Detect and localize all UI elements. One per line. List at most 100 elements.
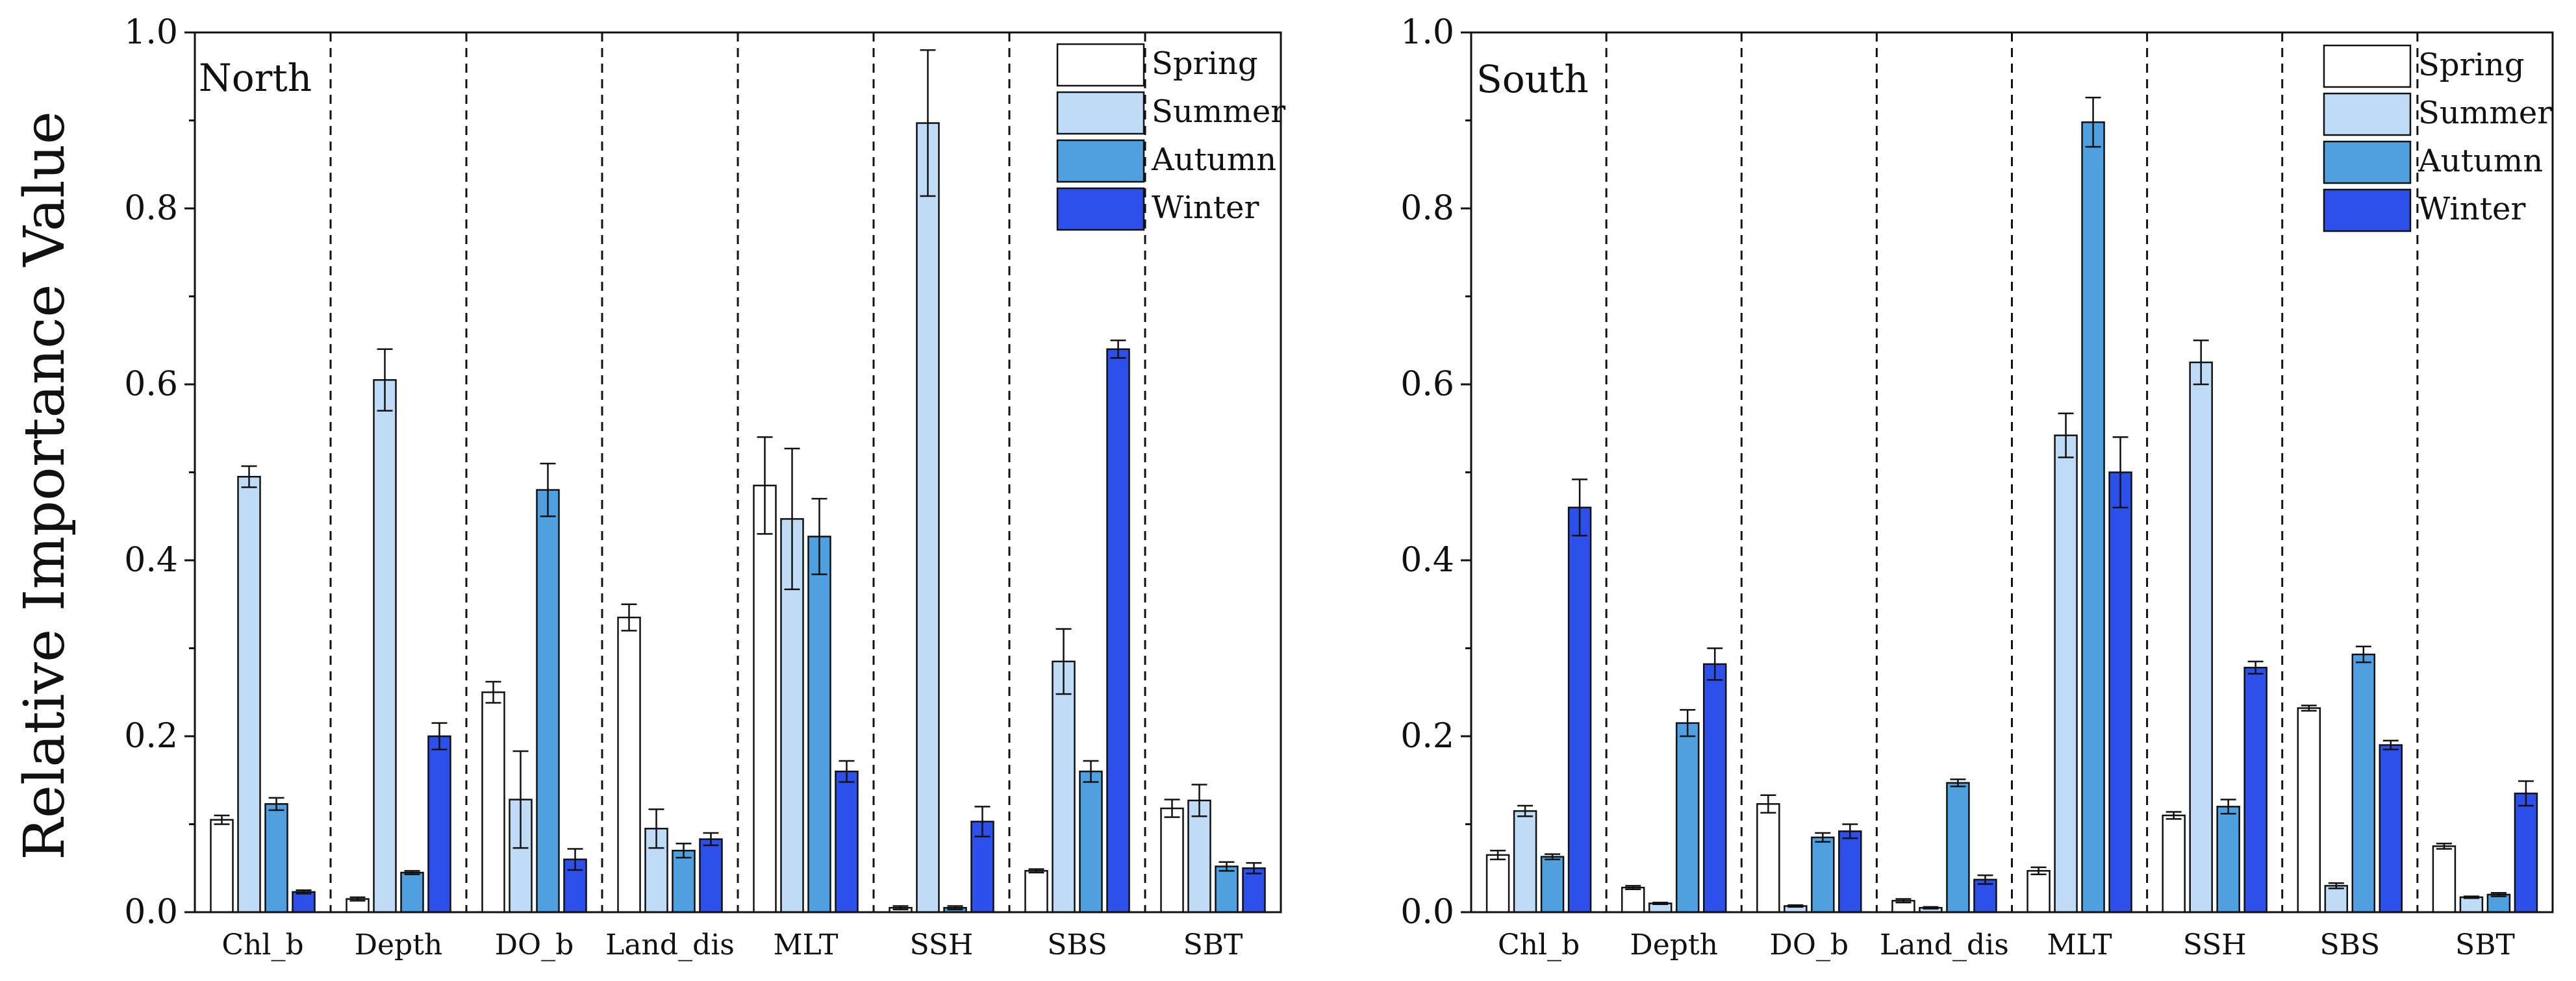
legend-swatch-autumn: [1056, 139, 1145, 183]
bar-summer-chl_b: [237, 476, 261, 913]
bar-autumn-chl_b: [1540, 856, 1565, 913]
bar-autumn-do_b: [536, 489, 560, 913]
x-category-label: SBS: [2320, 928, 2380, 962]
bar-summer-chl_b: [1513, 810, 1537, 913]
bar-spring-chl_b: [210, 819, 234, 913]
bar-autumn-ssh: [2216, 806, 2240, 913]
bar-summer-sbs: [1052, 660, 1076, 913]
bar-winter-sbt: [1242, 867, 1266, 913]
bar-spring-do_b: [1756, 803, 1780, 913]
y-tick-label: 0.2: [124, 717, 178, 756]
bar-summer-depth: [373, 379, 397, 913]
bar-autumn-mlt: [807, 536, 831, 913]
bar-summer-ssh: [916, 122, 940, 913]
y-tick-label: 0.4: [124, 541, 178, 580]
legend-swatch-spring: [2323, 44, 2412, 88]
bar-spring-sbs: [2297, 707, 2321, 913]
bar-spring-chl_b: [1485, 854, 1510, 913]
north-panel: 0.0 0.2 0.4 0.6 0.8 1.0 Chl_b Depth DO_b Land_dis…: [124, 13, 1285, 962]
bar-autumn-sbs: [2351, 653, 2376, 913]
x-category-label: DO_b: [495, 928, 574, 962]
legend-label-spring: Spring: [1152, 45, 1258, 82]
x-category-label: SBS: [1047, 928, 1107, 962]
bar-winter-land_dis: [1973, 878, 1997, 913]
x-category-label: SSH: [2183, 928, 2247, 962]
y-tick-label: 0.4: [1400, 541, 1454, 580]
legend-label-autumn: Autumn: [1151, 142, 1276, 178]
bar-summer-sbt: [1187, 799, 1211, 913]
bar-spring-sbt: [1160, 807, 1184, 913]
x-category-label: MLT: [2047, 928, 2112, 962]
bar-winter-mlt: [835, 770, 859, 913]
bar-spring-ssh: [2162, 814, 2186, 913]
bar-summer-ssh: [2189, 361, 2213, 913]
bar-winter-land_dis: [699, 838, 723, 913]
bar-autumn-do_b: [1811, 836, 1835, 913]
legend-label-summer: Summer: [2418, 95, 2552, 131]
bar-summer-sbt: [2459, 896, 2484, 913]
y-tick-label: 0.8: [1400, 189, 1454, 228]
legend-swatch-autumn: [2323, 140, 2412, 184]
legend-swatch-spring: [1056, 43, 1145, 87]
x-category-label: SSH: [910, 928, 974, 962]
legend-label-spring: Spring: [2418, 47, 2525, 83]
legend-label-winter: Winter: [1152, 190, 1259, 226]
bar-winter-depth: [1702, 663, 1727, 913]
bar-autumn-depth: [1675, 722, 1700, 913]
legend-swatch-summer: [2323, 92, 2412, 136]
y-tick-label: 0.6: [1400, 365, 1454, 404]
bar-summer-mlt: [2054, 434, 2078, 913]
bar-autumn-mlt: [2081, 121, 2105, 913]
x-category-label: Chl_b: [221, 928, 303, 962]
bar-spring-sbs: [1024, 870, 1048, 913]
legend-label-summer: Summer: [1152, 93, 1285, 130]
x-category-label: Depth: [355, 928, 443, 962]
y-tick-label: 0.2: [1400, 717, 1454, 756]
x-category-label: Chl_b: [1498, 928, 1580, 962]
legend-swatch-winter: [2323, 188, 2412, 232]
legend-label-autumn: Autumn: [2418, 143, 2543, 179]
bar-spring-land_dis: [617, 616, 641, 913]
x-category-label: SBT: [1183, 928, 1243, 962]
bar-winter-sbs: [1106, 348, 1130, 913]
x-category-label: Land_dis: [605, 928, 735, 962]
bar-autumn-sbt: [2486, 893, 2511, 913]
bar-winter-depth: [427, 735, 451, 913]
y-tick-label: 0.0: [1400, 893, 1454, 932]
bar-winter-chl_b: [292, 891, 316, 913]
x-category-label: DO_b: [1770, 928, 1849, 962]
bar-spring-depth: [1621, 886, 1645, 913]
x-category-label: Depth: [1630, 928, 1718, 962]
bar-autumn-land_dis: [672, 849, 696, 913]
y-axis-label: Relative Importance Value: [12, 111, 77, 860]
bar-winter-ssh: [2243, 667, 2267, 913]
bar-autumn-depth: [400, 871, 424, 913]
bar-autumn-sbt: [1215, 865, 1239, 913]
y-tick-label: 1.0: [124, 13, 178, 52]
legend-swatch-winter: [1056, 187, 1145, 231]
y-tick-label: 0.0: [124, 893, 178, 932]
legend-swatch-summer: [1056, 91, 1145, 135]
bar-spring-mlt: [2027, 870, 2051, 913]
x-category-label: MLT: [773, 928, 838, 962]
y-tick-label: 1.0: [1400, 13, 1454, 52]
panel-title: North: [199, 56, 312, 100]
bar-spring-sbt: [2432, 845, 2456, 913]
bar-winter-sbs: [2379, 744, 2403, 913]
y-tick-label: 0.6: [124, 365, 178, 404]
bar-winter-chl_b: [1567, 506, 1592, 913]
bar-spring-do_b: [481, 691, 505, 913]
bar-spring-mlt: [753, 484, 777, 913]
bar-winter-do_b: [1838, 830, 1862, 913]
bar-autumn-sbs: [1079, 770, 1103, 913]
bar-winter-sbt: [2514, 792, 2538, 913]
panel-title: South: [1476, 57, 1589, 101]
x-category-label: SBT: [2455, 928, 2515, 962]
y-tick-label: 0.8: [124, 189, 178, 228]
bar-summer-sbs: [2324, 885, 2349, 913]
south-panel: 0.0 0.2 0.4 0.6 0.8 1.0 Chl_b Depth DO_b Land_dis…: [1400, 13, 2554, 962]
x-category-label: Land_dis: [1880, 928, 2009, 962]
bar-autumn-land_dis: [1946, 782, 1970, 913]
